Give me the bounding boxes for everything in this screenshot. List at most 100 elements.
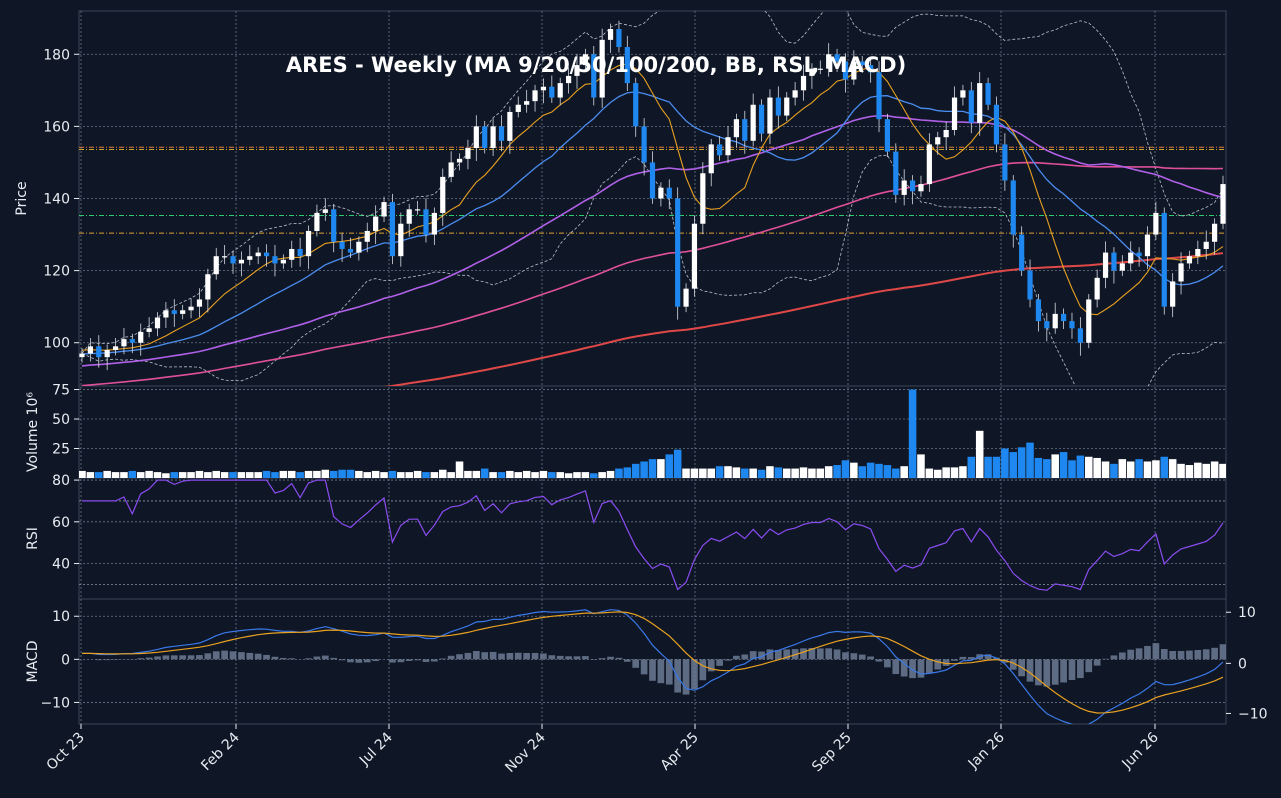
volume-bar (187, 472, 195, 478)
macd-histogram-bar (1009, 659, 1017, 670)
volume-bar (564, 473, 573, 478)
candle-up (1203, 241, 1209, 249)
volume-bar (1126, 461, 1135, 478)
candle-up (398, 223, 404, 257)
volume-bar (682, 468, 690, 478)
volume-bar (1034, 457, 1043, 478)
volume-bar (900, 466, 908, 478)
macd-histogram-bar (808, 647, 816, 660)
volume-bar (615, 468, 623, 478)
candle-up (977, 83, 983, 123)
candle-up (1102, 252, 1109, 278)
macd-histogram-bar (665, 659, 673, 685)
macd-histogram-bar (204, 653, 212, 660)
candle-up (1144, 234, 1151, 257)
candle-up (180, 310, 186, 314)
candle-up (154, 317, 161, 329)
macd-histogram-bar (649, 659, 656, 681)
macd-histogram-bar (1152, 643, 1160, 660)
volume-bar (522, 470, 531, 478)
candle-up (1170, 281, 1176, 307)
candle-up (121, 339, 127, 347)
candle-down (968, 90, 974, 123)
volume-bar (296, 472, 304, 478)
macd-histogram-bar (724, 659, 732, 661)
macd-histogram-bar (187, 655, 195, 660)
macd-histogram-bar (1026, 659, 1034, 682)
rsi-tick-label: 40 (52, 557, 70, 573)
candle-up (918, 184, 924, 192)
volume-bar (1084, 456, 1093, 478)
volume-tick-label: 25 (52, 442, 70, 458)
candle-up (1128, 252, 1134, 264)
volume-bar (690, 468, 699, 478)
candle-up (79, 353, 85, 358)
volume-bar (757, 469, 766, 478)
volume-bar (422, 472, 430, 478)
candle-up (196, 299, 203, 307)
price-tick-label: 180 (43, 47, 70, 63)
volume-bar (271, 472, 279, 478)
candle-up (456, 158, 463, 163)
macd-histogram-bar (825, 648, 833, 660)
candle-up (465, 148, 471, 159)
volume-bar (464, 470, 472, 478)
volume-tick-label: 75 (52, 383, 70, 399)
volume-bar (128, 470, 137, 478)
candle-down (230, 256, 236, 264)
rsi-tick-label: 60 (52, 515, 70, 531)
macd-histogram-bar (363, 659, 371, 663)
candlesticks (79, 20, 1226, 371)
macd-histogram-bar (615, 657, 623, 660)
candle-up (708, 144, 714, 174)
candle-down (482, 126, 488, 149)
macd-histogram-bar (749, 651, 757, 660)
macd-histogram-bar (1035, 659, 1042, 686)
macd-histogram-bar (884, 659, 891, 668)
macd-histogram-bar (800, 648, 807, 660)
macd-histogram-bar (548, 655, 556, 660)
candle-up (767, 97, 773, 134)
volume-bar (1135, 459, 1143, 478)
rsi-axis-label: RSI (25, 527, 41, 550)
volume-bar (413, 470, 422, 478)
volume-bar (346, 469, 355, 478)
candle-down (842, 61, 849, 80)
volume-bar (438, 469, 447, 478)
macd-histogram-bar (271, 656, 279, 660)
macd-histogram-bar (598, 658, 606, 660)
candle-up (289, 248, 295, 260)
volume-bar (1076, 455, 1085, 478)
macd-histogram-bar (934, 659, 942, 670)
macd-histogram-bar (254, 653, 262, 660)
horizontal-levels (79, 146, 1226, 234)
chart-title: ARES - Weekly (MA 9/20/50/100/200, BB, R… (286, 53, 906, 77)
macd-histogram-bar (229, 651, 237, 660)
volume-bar (489, 472, 497, 478)
volume-bar (791, 468, 799, 478)
macd-tick-label: 0 (61, 652, 70, 668)
candle-up (255, 252, 261, 257)
volume-bar (1001, 448, 1009, 478)
macd-histogram-bar (1169, 651, 1177, 660)
volume-bar (665, 454, 674, 478)
volume-bar (833, 465, 841, 478)
candle-up (683, 288, 689, 307)
candle-down (675, 198, 681, 307)
candle-up (951, 97, 958, 130)
volume-bar (749, 468, 757, 478)
macd-histogram-bar (414, 659, 421, 661)
volume-bar (120, 472, 128, 478)
macd-histogram-bar (607, 656, 614, 660)
macd-histogram-bar (447, 655, 455, 660)
candle-down (129, 339, 135, 343)
macd-histogram-bar (263, 654, 270, 660)
macd-histogram-bar (431, 659, 438, 662)
macd-histogram-bar (422, 659, 430, 662)
volume-bar (732, 467, 741, 478)
macd-histogram-bar (1085, 659, 1093, 673)
macd-histogram-bar (833, 649, 841, 660)
candle-up (1195, 248, 1201, 257)
candle-up (440, 176, 446, 213)
